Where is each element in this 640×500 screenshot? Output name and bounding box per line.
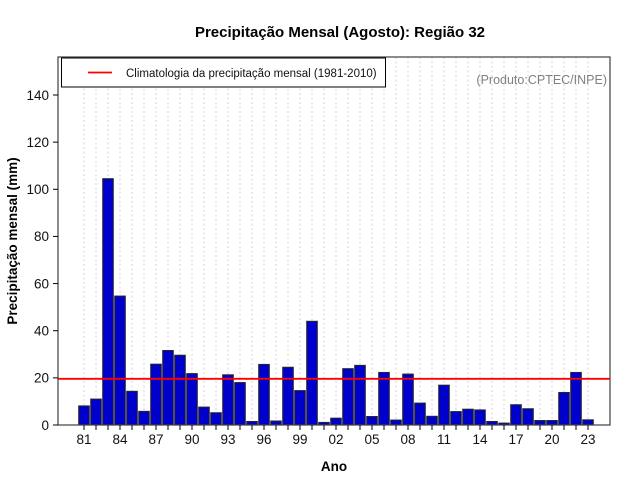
- x-tick-label: 02: [328, 432, 343, 447]
- bar: [138, 410, 150, 426]
- x-axis-title: Ano: [321, 459, 347, 474]
- y-tick-label: 60: [34, 276, 49, 291]
- bar: [378, 371, 390, 426]
- bar: [366, 416, 378, 426]
- bar: [258, 363, 270, 426]
- bar: [474, 409, 486, 426]
- bar-series: [78, 178, 594, 426]
- bar: [342, 368, 354, 426]
- y-axis-title: Precipitação mensal (mm): [5, 157, 20, 324]
- y-tick-label: 80: [34, 229, 49, 244]
- legend: Climatologia da precipitação mensal (198…: [61, 57, 386, 88]
- x-tick-label: 11: [437, 432, 451, 447]
- y-tick-label: 0: [41, 418, 49, 433]
- gridlines: [83, 57, 589, 425]
- bar: [234, 382, 246, 426]
- y-tick-label: 40: [34, 324, 49, 339]
- x-tick-label: 14: [472, 432, 488, 447]
- bar: [198, 406, 210, 426]
- y-tick-label: 120: [26, 135, 49, 150]
- bar: [186, 373, 198, 426]
- bar: [414, 402, 426, 426]
- x-tick-label: 96: [256, 432, 271, 447]
- chart-title: Precipitação Mensal (Agosto): Região 32: [195, 24, 485, 41]
- x-tick-label: 84: [112, 432, 128, 447]
- x-tick-label: 17: [508, 432, 523, 447]
- bar: [438, 384, 450, 426]
- bar: [126, 390, 138, 426]
- bar: [222, 374, 234, 426]
- x-axis: 81 84 87 90 93 96 99 02 05 08 11 14 17 20 23: [76, 425, 596, 447]
- bar: [114, 295, 126, 426]
- watermark: (Produto:CPTEC/INPE): [476, 73, 607, 87]
- x-tick-label: 23: [580, 432, 595, 447]
- bar: [546, 420, 558, 426]
- x-tick-label: 99: [292, 432, 307, 447]
- bar: [78, 405, 90, 426]
- y-tick-label: 140: [26, 88, 49, 103]
- legend-box: [61, 57, 386, 88]
- bar: [390, 419, 402, 426]
- x-tick-label: 20: [544, 432, 559, 447]
- bar: [102, 178, 114, 426]
- x-tick-label: 81: [76, 432, 91, 447]
- bar: [90, 398, 102, 426]
- bar: [210, 412, 222, 426]
- bar: [150, 363, 162, 426]
- bar: [522, 408, 534, 426]
- bar: [354, 364, 366, 426]
- bar: [330, 417, 342, 426]
- bar: [402, 373, 414, 426]
- bar: [282, 366, 294, 426]
- bar: [534, 420, 546, 426]
- bar: [450, 411, 462, 426]
- legend-label: Climatologia da precipitação mensal (198…: [126, 68, 377, 80]
- y-tick-label: 100: [26, 182, 49, 197]
- bar: [162, 350, 174, 426]
- bar: [270, 420, 282, 426]
- bar: [582, 419, 594, 426]
- y-tick-label: 20: [34, 371, 49, 386]
- bar: [174, 354, 186, 426]
- bar: [306, 320, 318, 426]
- x-tick-label: 08: [400, 432, 415, 447]
- x-tick-label: 93: [220, 432, 235, 447]
- x-tick-label: 87: [148, 432, 163, 447]
- bar: [426, 415, 438, 426]
- y-axis: 0 20 40 60 80 100 120 140: [26, 88, 58, 433]
- x-tick-label: 05: [364, 432, 379, 447]
- bar: [558, 391, 570, 426]
- bar: [462, 408, 474, 426]
- plot-border: [57, 56, 611, 426]
- x-tick-label: 90: [184, 432, 199, 447]
- bar: [570, 371, 582, 426]
- bar: [294, 390, 306, 426]
- bar: [510, 404, 522, 426]
